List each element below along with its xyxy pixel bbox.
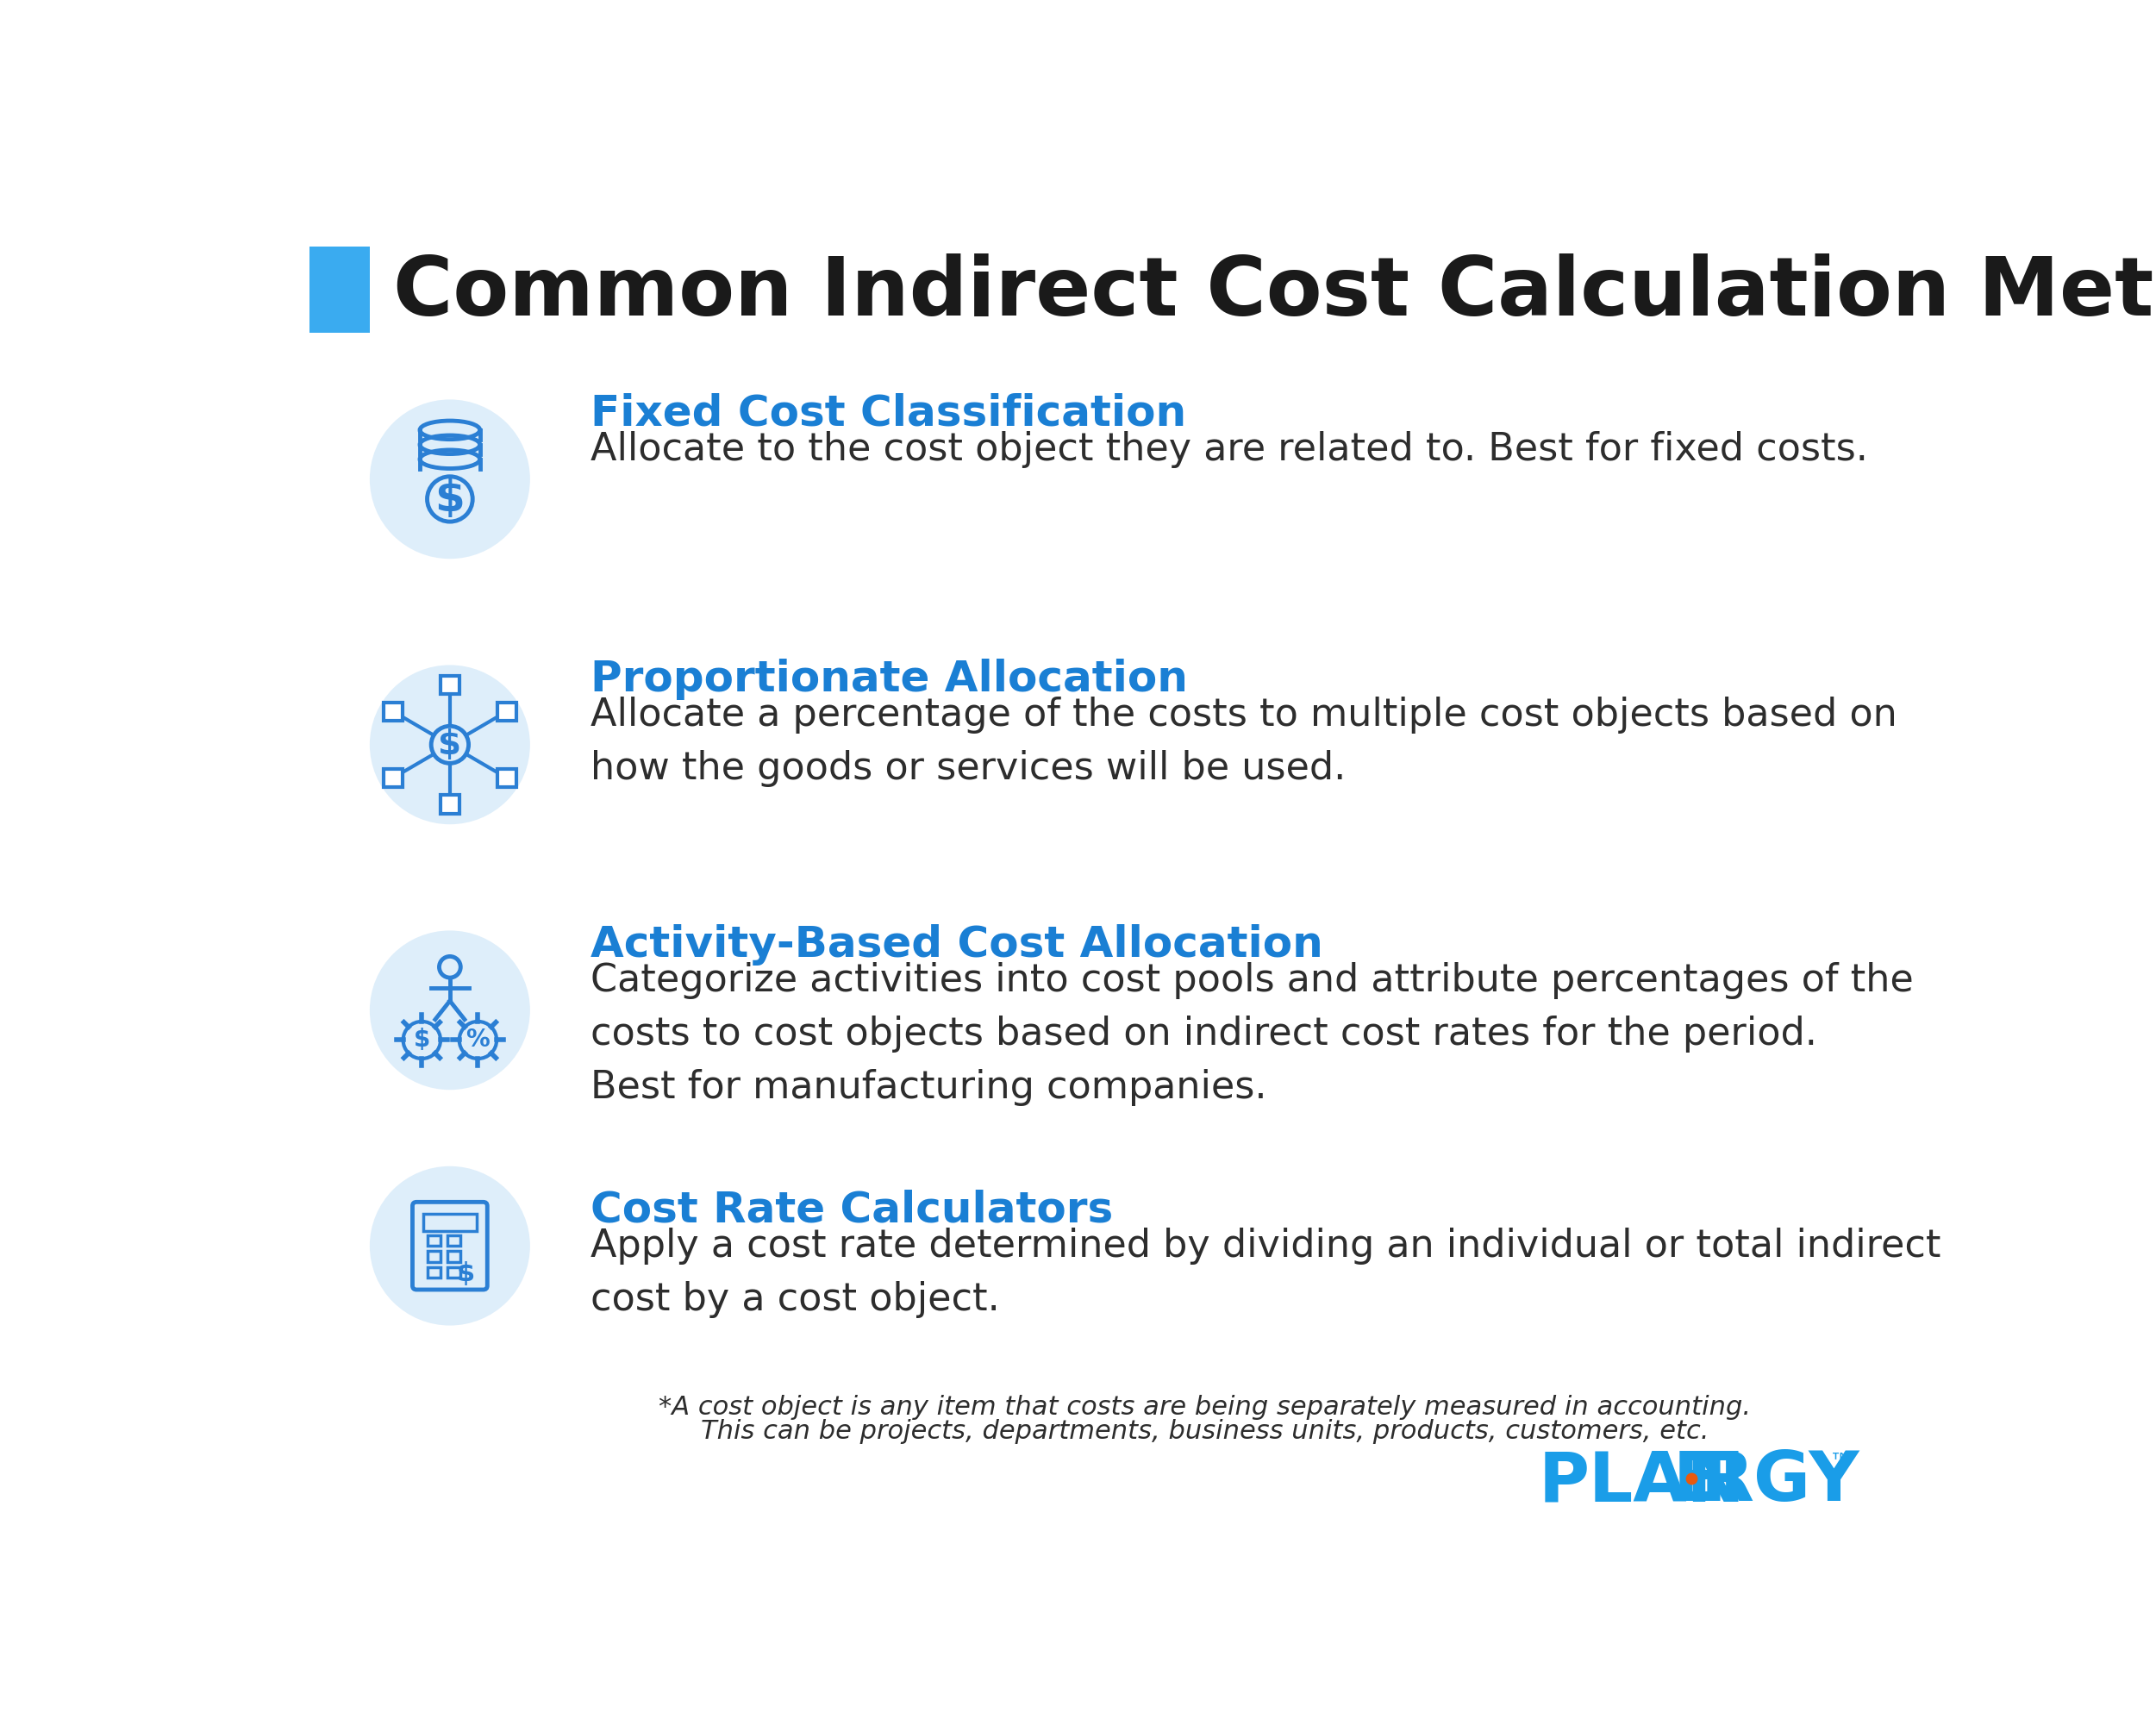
Text: $: $ — [457, 1261, 474, 1287]
Bar — [446, 1235, 461, 1245]
Text: PLAN: PLAN — [1539, 1449, 1746, 1516]
Text: Common Indirect Cost Calculation Methods: Common Indirect Cost Calculation Methods — [392, 254, 2156, 333]
Bar — [427, 1235, 440, 1245]
Bar — [423, 1214, 476, 1232]
Circle shape — [369, 1166, 530, 1325]
Text: Cost Rate Calculators: Cost Rate Calculators — [591, 1190, 1112, 1232]
Text: ™: ™ — [1830, 1451, 1854, 1475]
Circle shape — [369, 666, 530, 825]
Circle shape — [369, 930, 530, 1090]
Bar — [446, 1268, 461, 1278]
Text: $: $ — [438, 728, 461, 761]
Bar — [440, 676, 459, 693]
Bar — [440, 795, 459, 814]
Text: $: $ — [436, 478, 466, 519]
Text: E: E — [1673, 1449, 1720, 1516]
Bar — [427, 1251, 440, 1261]
Bar — [498, 702, 515, 721]
Bar — [384, 702, 403, 721]
Text: Apply a cost rate determined by dividing an individual or total indirect
cost by: Apply a cost rate determined by dividing… — [591, 1228, 1940, 1318]
Text: Categorize activities into cost pools and attribute percentages of the
costs to : Categorize activities into cost pools an… — [591, 963, 1912, 1106]
Text: RGY: RGY — [1701, 1449, 1861, 1516]
Text: Allocate to the cost object they are related to. Best for fixed costs.: Allocate to the cost object they are rel… — [591, 431, 1867, 469]
Circle shape — [369, 400, 530, 559]
Text: *A cost object is any item that costs are being separately measured in accountin: *A cost object is any item that costs ar… — [660, 1396, 1751, 1420]
Bar — [310, 247, 369, 333]
Bar — [384, 769, 403, 787]
Text: Allocate a percentage of the costs to multiple cost objects based on
how the goo: Allocate a percentage of the costs to mu… — [591, 697, 1897, 787]
Text: Fixed Cost Classification: Fixed Cost Classification — [591, 393, 1186, 435]
Bar — [498, 769, 515, 787]
Bar — [427, 1268, 440, 1278]
Text: This can be projects, departments, business units, products, customers, etc.: This can be projects, departments, busin… — [701, 1420, 1710, 1444]
Text: $: $ — [414, 1028, 431, 1052]
Text: Proportionate Allocation: Proportionate Allocation — [591, 659, 1188, 700]
Bar — [446, 1251, 461, 1261]
Text: Activity-Based Cost Allocation: Activity-Based Cost Allocation — [591, 925, 1324, 966]
Text: %: % — [466, 1028, 489, 1052]
